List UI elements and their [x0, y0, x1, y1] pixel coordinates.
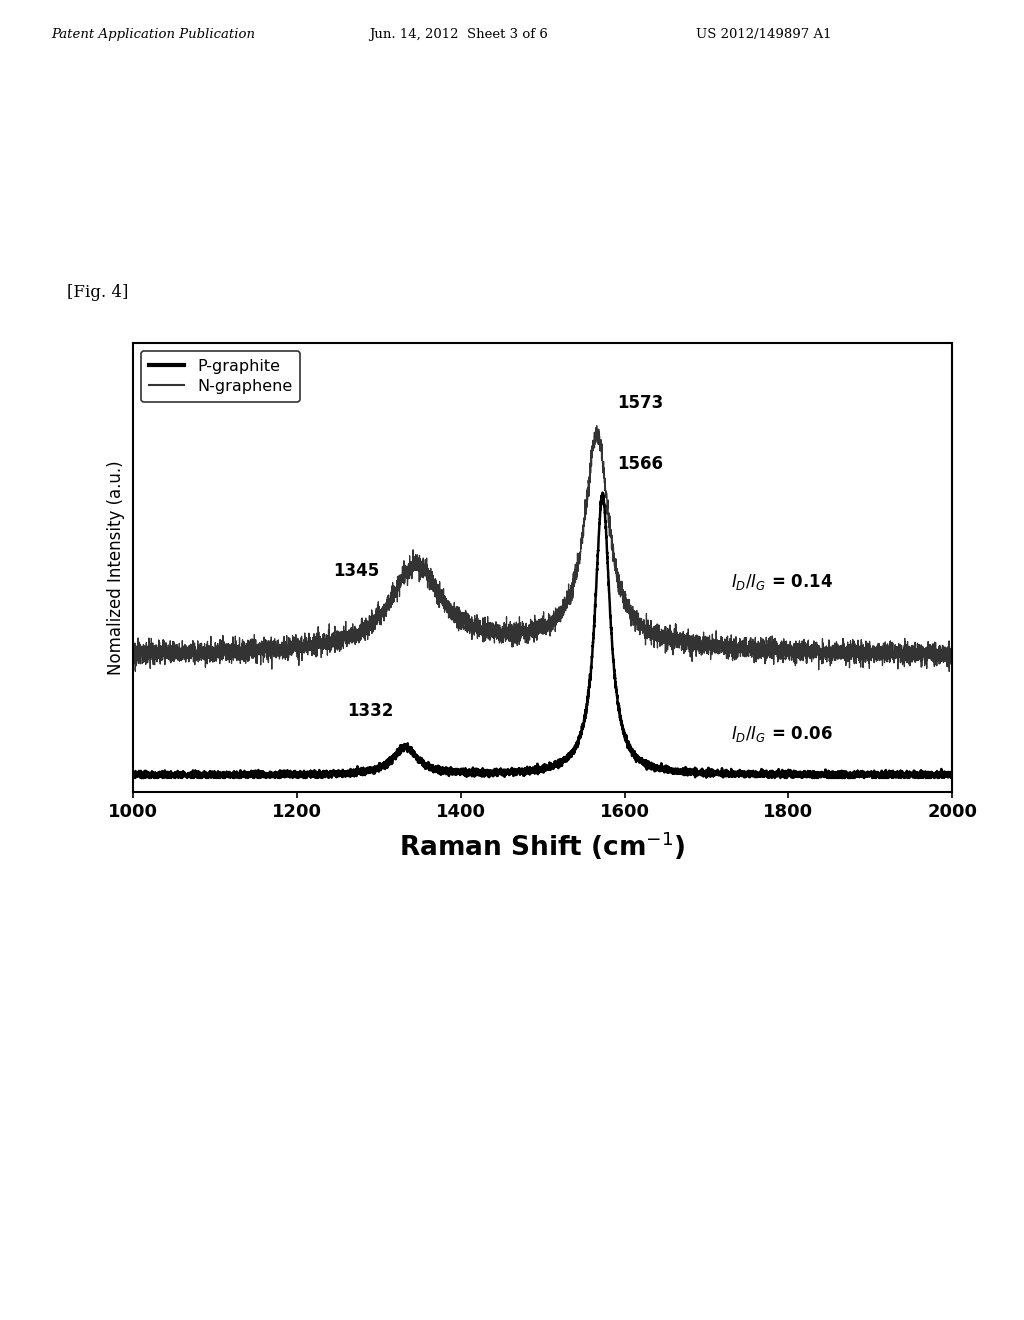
Legend: P-graphite, N-graphene: P-graphite, N-graphene	[141, 351, 300, 403]
Text: $I_D/I_G$ = 0.06: $I_D/I_G$ = 0.06	[731, 723, 834, 743]
N-graphene	[946, 642, 958, 657]
Line: P-graphite: P-graphite	[133, 492, 952, 777]
N-graphene	[943, 664, 955, 680]
N-graphene	[424, 566, 436, 582]
Text: US 2012/149897 A1: US 2012/149897 A1	[696, 28, 831, 41]
N-graphene	[591, 418, 603, 434]
Text: 1573: 1573	[617, 393, 664, 412]
Text: 1566: 1566	[617, 455, 664, 474]
Text: [Fig. 4]: [Fig. 4]	[67, 284, 128, 301]
P-graphite	[596, 484, 608, 500]
Text: Patent Application Publication: Patent Application Publication	[51, 28, 255, 41]
P-graphite	[424, 759, 436, 775]
Line: N-graphene: N-graphene	[133, 426, 952, 672]
N-graphene	[778, 648, 791, 664]
Text: 1345: 1345	[333, 562, 379, 579]
Text: $I_D/I_G$ = 0.14: $I_D/I_G$ = 0.14	[731, 573, 834, 593]
P-graphite	[168, 767, 180, 783]
P-graphite	[647, 758, 659, 774]
N-graphene	[647, 628, 659, 644]
N-graphene	[127, 645, 139, 661]
P-graphite	[946, 766, 958, 781]
P-graphite	[612, 697, 625, 713]
P-graphite	[127, 764, 139, 780]
Text: 1332: 1332	[347, 702, 394, 721]
P-graphite	[778, 768, 791, 784]
Y-axis label: Nomalized Intensity (a.u.): Nomalized Intensity (a.u.)	[106, 461, 125, 675]
N-graphene	[168, 643, 180, 659]
X-axis label: Raman Shift (cm$^{-1}$): Raman Shift (cm$^{-1}$)	[399, 829, 686, 862]
P-graphite	[129, 770, 141, 785]
P-graphite	[734, 764, 746, 780]
N-graphene	[734, 636, 746, 652]
N-graphene	[611, 572, 624, 587]
Text: Jun. 14, 2012  Sheet 3 of 6: Jun. 14, 2012 Sheet 3 of 6	[369, 28, 548, 41]
